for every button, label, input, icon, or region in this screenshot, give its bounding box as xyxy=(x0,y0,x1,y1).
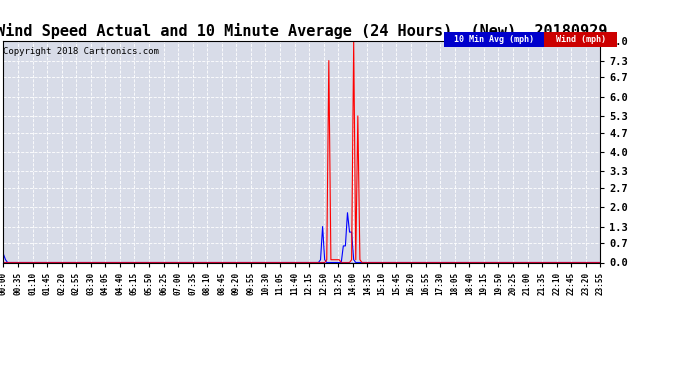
Title: Wind Speed Actual and 10 Minute Average (24 Hours)  (New)  20180929: Wind Speed Actual and 10 Minute Average … xyxy=(0,23,608,39)
Text: Copyright 2018 Cartronics.com: Copyright 2018 Cartronics.com xyxy=(3,47,159,56)
Text: 10 Min Avg (mph): 10 Min Avg (mph) xyxy=(455,35,534,44)
Text: Wind (mph): Wind (mph) xyxy=(555,35,606,44)
